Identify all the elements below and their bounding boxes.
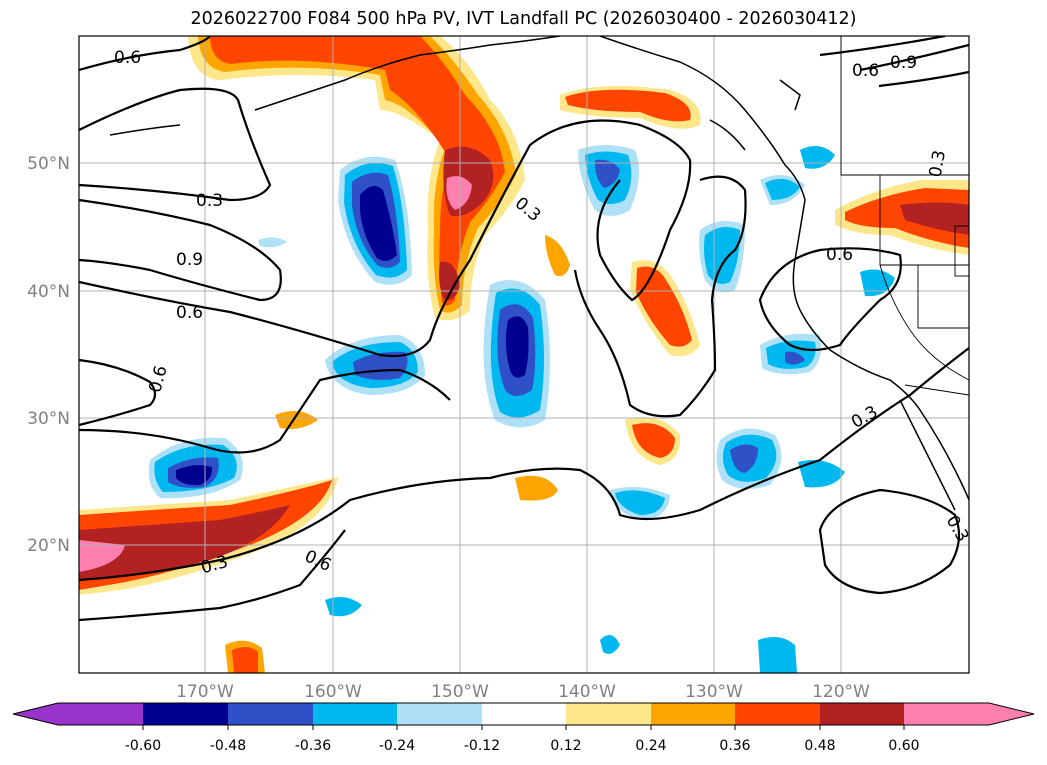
contour-label: 0.3 xyxy=(848,402,881,433)
contour-label: 0.6 xyxy=(826,245,853,265)
positive-anomaly-interior xyxy=(835,180,969,255)
colorbar-segment xyxy=(820,703,904,725)
lon-tick-label: 170°W xyxy=(176,682,234,702)
colorbar-tick-label: 0.36 xyxy=(719,738,750,754)
colorbar-tick-label: 0.24 xyxy=(635,738,666,754)
lon-tick-label: 130°W xyxy=(685,682,743,702)
colorbar-segment xyxy=(58,703,143,725)
lon-tick-label: 150°W xyxy=(431,682,489,702)
colorbar-tick-label: 0.12 xyxy=(550,738,581,754)
colorbar-segment xyxy=(482,703,566,725)
colorbar-tick-label: 0.48 xyxy=(804,738,835,754)
map-title: 2026022700 F084 500 hPa PV, IVT Landfall… xyxy=(190,9,857,29)
lat-tick-label: 50°N xyxy=(27,154,70,174)
contour-lines xyxy=(79,36,969,622)
contour-label: 0.9 xyxy=(890,53,917,73)
filled-field xyxy=(79,36,969,673)
contour-label: 0.3 xyxy=(942,512,973,545)
positive-anomaly-ne xyxy=(560,86,701,129)
colorbar-tick-label: -0.36 xyxy=(295,738,331,754)
colorbar-segment xyxy=(313,703,397,725)
contour-label: 0.3 xyxy=(196,191,223,211)
coastlines xyxy=(109,36,969,511)
colorbar-tick-label: -0.48 xyxy=(210,738,246,754)
negative-anomaly-blobs xyxy=(148,145,895,673)
colorbar-tick-label: -0.12 xyxy=(464,738,500,754)
colorbar-segment xyxy=(735,703,820,725)
colorbar-segment xyxy=(228,703,313,725)
lon-tick-label: 120°W xyxy=(812,682,870,702)
colorbar-segment xyxy=(651,703,735,725)
colorbar-segment xyxy=(143,703,228,725)
contour-label: 0.6 xyxy=(114,48,141,68)
positive-anomaly-gulf-alaska xyxy=(188,36,525,321)
colorbar-segment xyxy=(397,703,482,725)
contour-label: 0.6 xyxy=(145,364,171,395)
colorbar-tick-label: -0.24 xyxy=(379,738,415,754)
contour-label: 0.9 xyxy=(176,250,203,270)
lat-tick-label: 40°N xyxy=(27,282,70,302)
lon-tick-label: 140°W xyxy=(558,682,616,702)
colorbar-tick-label: 0.60 xyxy=(888,738,919,754)
map-frame xyxy=(78,35,970,674)
contour-label: 0.3 xyxy=(511,193,545,226)
contour-label: 0.3 xyxy=(926,149,950,179)
lon-axis: 170°W 160°W 150°W 140°W 130°W 120°W xyxy=(176,682,870,702)
contour-label: 0.6 xyxy=(176,303,203,323)
borders xyxy=(840,36,969,396)
contour-label: 0.6 xyxy=(852,61,879,81)
lon-tick-label: 160°W xyxy=(304,682,362,702)
lat-axis: 50°N 40°N 30°N 20°N xyxy=(27,154,70,556)
colorbar: -0.60 -0.48 -0.36 -0.24 -0.12 0.12 0.24 … xyxy=(12,702,1035,754)
colorbar-under-arrow xyxy=(13,703,58,725)
colorbar-tick-label: -0.60 xyxy=(125,738,161,754)
lat-tick-label: 20°N xyxy=(27,536,70,556)
colorbar-outline xyxy=(12,702,1035,726)
lat-tick-label: 30°N xyxy=(27,409,70,429)
colorbar-segment xyxy=(904,703,989,725)
colorbar-over-arrow xyxy=(989,703,1034,725)
colorbar-segment xyxy=(566,703,651,725)
